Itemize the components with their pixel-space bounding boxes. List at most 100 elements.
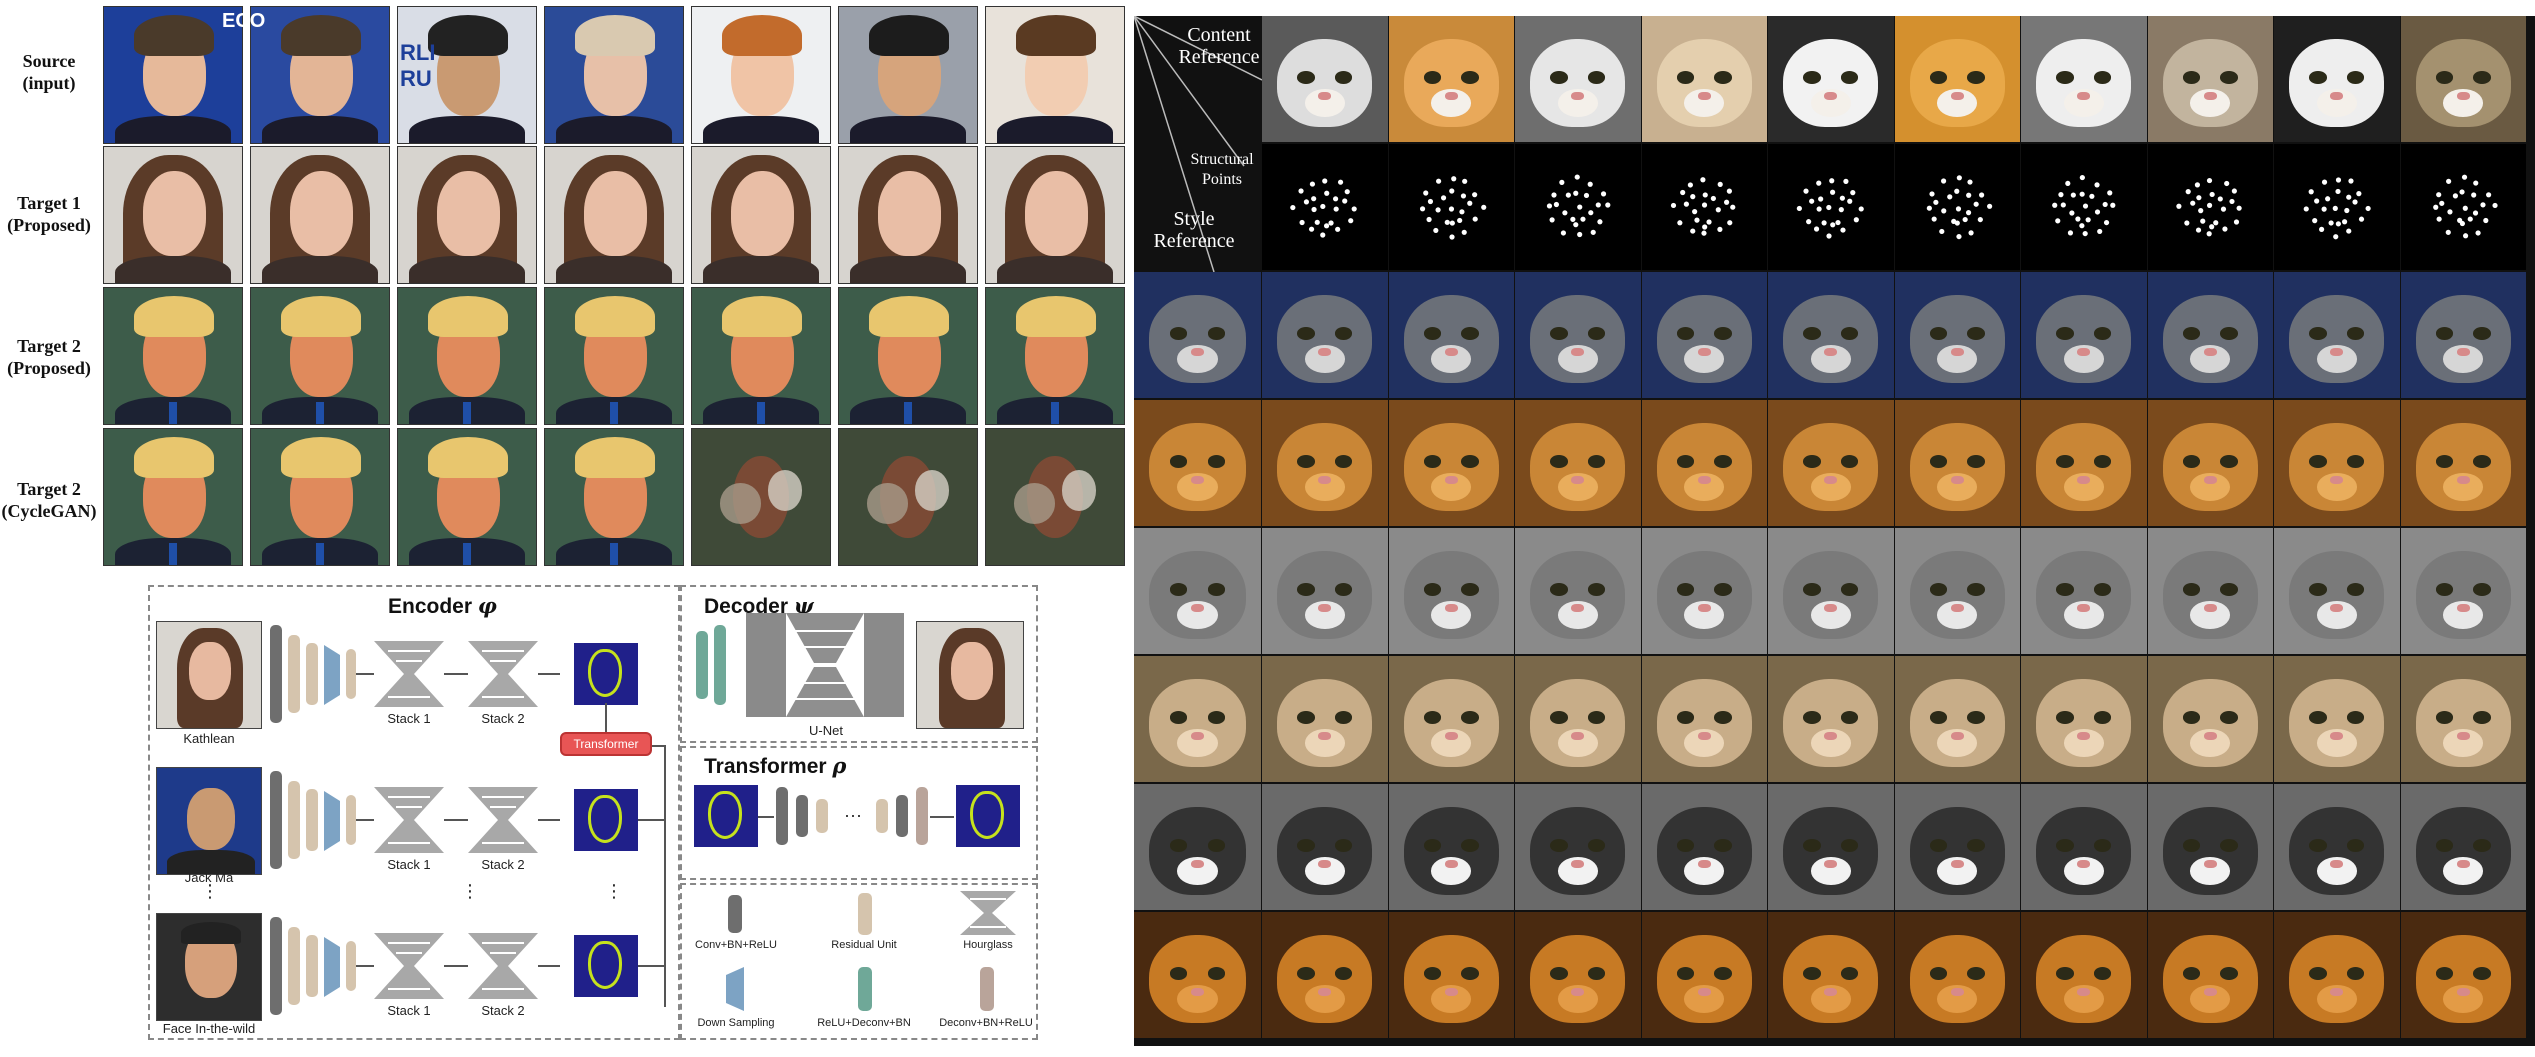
face-image-r0-c3 <box>544 6 684 144</box>
generated-cat-5-7 <box>2021 912 2147 1038</box>
generated-cat-5-5 <box>1768 912 1894 1038</box>
row-label-line: (Proposed) <box>7 358 91 378</box>
style-reference-cat-0-0 <box>1134 272 1261 398</box>
structural-points-5 <box>1894 144 2020 270</box>
legend-hourglass-label: Hourglass <box>963 939 1013 951</box>
generated-cat-1-4 <box>1641 400 1767 526</box>
stack-1-hourglass <box>374 933 444 999</box>
content-reference-cat-1 <box>1388 16 1514 142</box>
header-line: Reference <box>1178 46 1260 68</box>
generated-cat-1-10 <box>2400 400 2526 526</box>
row-label-source: Source (input) <box>0 50 98 94</box>
header-line: Structural <box>1190 151 1254 168</box>
input-label-jackma: Jack Ma <box>184 870 234 885</box>
face-image-r1-c4 <box>691 146 831 284</box>
legend-box <box>680 883 1038 1040</box>
transformer-output-mask <box>956 785 1020 847</box>
face-image-r1-c5 <box>838 146 978 284</box>
architecture-diagram: Encoder φ Decoder ψ Transformer ρ Kathle… <box>148 585 1038 1040</box>
unet-label: U-Net <box>809 723 843 738</box>
row-label-line: (Proposed) <box>7 215 91 235</box>
face-image-r0-c2 <box>397 6 537 144</box>
structural-points-0 <box>1262 144 1388 270</box>
header-line: Reference <box>1153 230 1235 252</box>
row-label-line: Target 2 <box>17 336 81 356</box>
generated-cat-3-4 <box>1641 656 1767 782</box>
header-diagonal-lines <box>1134 16 1262 272</box>
encoder-res-bar <box>306 935 318 997</box>
decoder-title: Decoder ψ <box>704 593 814 618</box>
face-image-r0-c0 <box>103 6 243 144</box>
legend-conv-label: Conv+BN+ReLU <box>695 939 777 951</box>
generated-cat-2-4 <box>1641 528 1767 654</box>
arrow-to-mask-1 <box>605 703 607 732</box>
generated-cat-5-9 <box>2274 912 2400 1038</box>
face-image-r1-c2 <box>397 146 537 284</box>
generated-cat-5-6 <box>1894 912 2020 1038</box>
generated-cat-4-8 <box>2147 784 2273 910</box>
generated-cat-3-3 <box>1515 656 1641 782</box>
generated-cat-3-1 <box>1262 656 1388 782</box>
vdots-mask: ⋮ <box>605 881 623 901</box>
legend-deconv-icon <box>858 967 872 1011</box>
structural-points-9 <box>2400 144 2526 270</box>
header-style-reference: Style Reference <box>1134 208 1254 252</box>
face-image-r1-c1 <box>250 146 390 284</box>
connector-vertical <box>664 745 666 1007</box>
face-image-r0-c6 <box>985 6 1125 144</box>
style-reference-cat-1-0 <box>1134 400 1261 526</box>
generated-cat-2-7 <box>2021 528 2147 654</box>
encoder-link <box>538 819 560 821</box>
generated-cat-1-1 <box>1262 400 1388 526</box>
structural-points-1 <box>1388 144 1514 270</box>
structural-points-3 <box>1641 144 1767 270</box>
structural-points-8 <box>2274 144 2400 270</box>
generated-cat-1-5 <box>1768 400 1894 526</box>
row-label-target2-cyclegan: Target 2 (CycleGAN) <box>0 478 98 522</box>
encoder-res-bar <box>346 795 356 845</box>
generated-cat-3-6 <box>1894 656 2020 782</box>
generated-cat-0-6 <box>1894 272 2020 398</box>
generated-cat-4-4 <box>1641 784 1767 910</box>
content-reference-cat-0 <box>1262 16 1388 142</box>
generated-cat-0-7 <box>2021 272 2147 398</box>
encoder-output-mask <box>574 935 638 997</box>
generated-cat-5-3 <box>1515 912 1641 1038</box>
encoder-link <box>356 819 374 821</box>
legend-res-label: Residual Unit <box>831 939 897 951</box>
generated-cat-5-4 <box>1641 912 1767 1038</box>
generated-cat-3-5 <box>1768 656 1894 782</box>
content-reference-cat-7 <box>2147 16 2273 142</box>
legend-down-label: Down Sampling <box>697 1017 775 1029</box>
input-label-kathlean: Kathlean <box>183 731 235 746</box>
transformer-input-mask <box>694 785 758 847</box>
generated-cat-1-3 <box>1515 400 1641 526</box>
style-reference-cat-5-0 <box>1134 912 1261 1038</box>
header-line: Style <box>1173 208 1215 230</box>
input-label-face-wild: Face In-the-wild <box>162 1021 256 1036</box>
face-grid: Source (input) Target 1 (Proposed) Targe… <box>0 0 1125 575</box>
transformer-bar-6 <box>916 787 928 845</box>
unet-block <box>746 613 904 717</box>
stack-2-hourglass <box>468 933 538 999</box>
legend-hourglass-icon <box>960 891 1016 935</box>
decoder-bar-2 <box>714 625 726 705</box>
face-image-r1-c6 <box>985 146 1125 284</box>
transformer-bar-2 <box>796 795 808 837</box>
decoder-output-image <box>916 621 1024 729</box>
transformer-bar-4 <box>876 799 888 833</box>
generated-cat-2-2 <box>1388 528 1514 654</box>
generated-cat-4-7 <box>2021 784 2147 910</box>
generated-cat-2-1 <box>1262 528 1388 654</box>
stack-1-hourglass <box>374 787 444 853</box>
encoder-conv-bar <box>270 771 282 869</box>
stack-1-hourglass <box>374 641 444 707</box>
generated-cat-5-10 <box>2400 912 2526 1038</box>
transformer-button[interactable]: Transformer <box>560 732 652 756</box>
face-image-r3-c0 <box>103 428 243 566</box>
generated-cat-1-2 <box>1388 400 1514 526</box>
face-image-r2-c4 <box>691 287 831 425</box>
content-reference-cat-8 <box>2274 16 2400 142</box>
face-image-r2-c0 <box>103 287 243 425</box>
content-reference-cat-3 <box>1641 16 1767 142</box>
